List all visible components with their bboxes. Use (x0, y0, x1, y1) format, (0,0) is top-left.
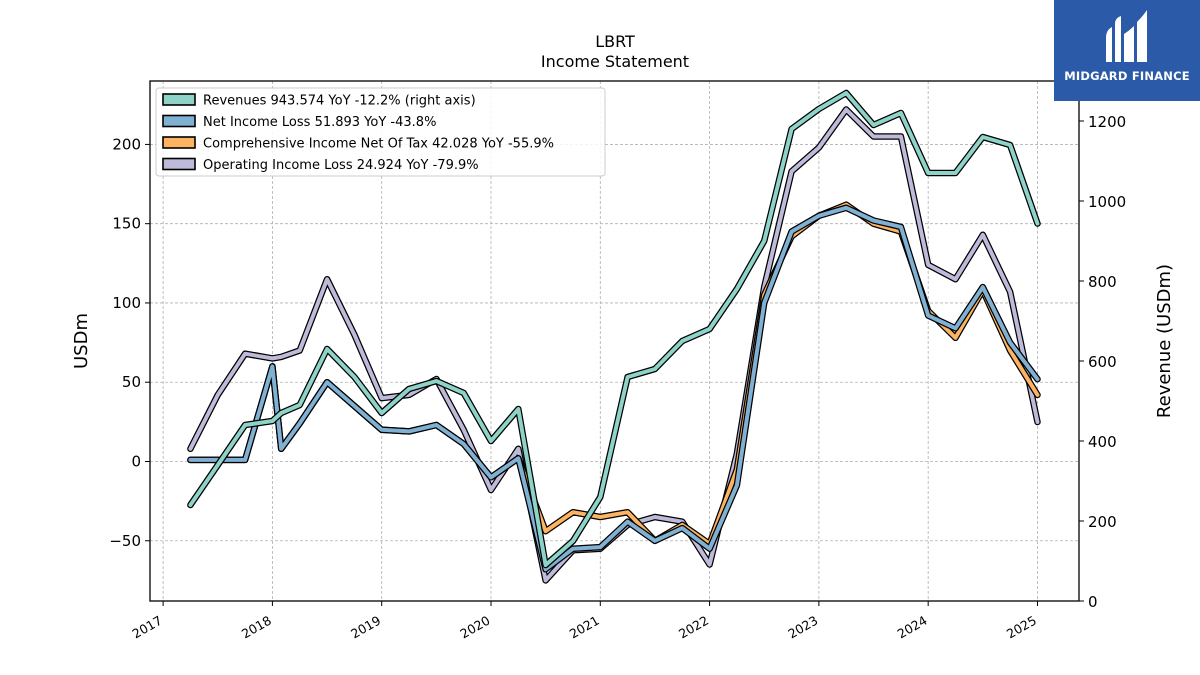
x-tick-label: 2023 (785, 613, 820, 642)
plot-frame (149, 80, 1080, 602)
series-line-operating-income-loss (188, 107, 1040, 583)
legend-swatch (162, 114, 196, 128)
x-tick-label: 2025 (1004, 613, 1039, 642)
y-right-tick-label: 800 (1088, 273, 1117, 291)
y-right-tick-label: 1000 (1088, 193, 1126, 211)
legend-swatch (162, 136, 196, 149)
x-tick-label: 2024 (895, 613, 930, 642)
legend-entry: Operating Income Loss 24.924 YoY -79.9% (203, 158, 479, 173)
series-layer (187, 89, 1041, 584)
y-right-tick-label: 1200 (1088, 113, 1126, 131)
x-tick-label: 2017 (130, 613, 165, 642)
chart-title: LBRT (595, 32, 635, 51)
x-tick-label: 2022 (676, 613, 711, 642)
series-line-net-income-loss (188, 205, 1040, 572)
y-tick-label: 150 (112, 215, 141, 233)
legend: Revenues 943.574 YoY -12.2% (right axis)… (155, 87, 606, 177)
y-axis-title: USDm (71, 313, 92, 369)
series-line-revenues (188, 91, 1040, 567)
x-tick-label: 2021 (567, 613, 602, 642)
x-tick-label: 2018 (239, 613, 274, 642)
legend-entry: Comprehensive Income Net Of Tax 42.028 Y… (203, 137, 554, 152)
logo-text: MIDGARD FINANCE (1064, 69, 1190, 83)
x-tick-label: 2019 (348, 613, 383, 642)
y-tick-label: −50 (109, 532, 141, 550)
y-tick-label: 50 (122, 373, 141, 391)
legend-entry: Net Income Loss 51.893 YoY -43.8% (203, 115, 436, 130)
midgard-finance-logo: MIDGARD FINANCE (1054, 0, 1200, 101)
legend-box (155, 87, 606, 177)
y-axis-right-title: Revenue (USDm) (1154, 264, 1175, 418)
y-tick-label: 0 (131, 452, 141, 470)
y-tick-label: 100 (112, 294, 141, 312)
legend-swatch (162, 93, 196, 106)
x-tick-label: 2020 (457, 613, 492, 642)
legend-entry: Revenues 943.574 YoY -12.2% (right axis) (203, 94, 476, 109)
y-right-tick-label: 0 (1088, 593, 1098, 611)
x-axis: 2017 2018 2019 2020 2021 2022 2023 2024 2025 (130, 601, 1039, 642)
y-tick-label: 200 (112, 135, 141, 153)
legend-swatch (162, 157, 196, 171)
y-right-tick-label: 200 (1088, 513, 1117, 531)
y-right-tick-label: 400 (1088, 433, 1117, 451)
right-axis: 0 200 400 600 800 1000 1200 (1079, 113, 1126, 611)
left-axis: −50 0 50 100 150 200 (109, 135, 150, 550)
y-right-tick-label: 600 (1088, 353, 1117, 371)
logo-mark-icon (1106, 10, 1147, 62)
chart-subtitle: Income Statement (541, 52, 689, 71)
